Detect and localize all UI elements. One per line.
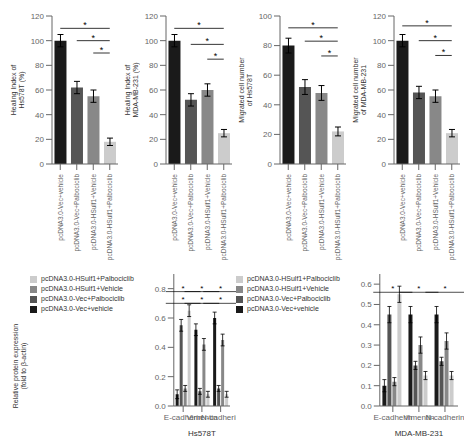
svg-text:20: 20: [149, 135, 158, 144]
svg-text:Relative protein expression(fo: Relative protein expression(fold to β-ac…: [12, 324, 28, 409]
svg-text:N-cadherin: N-cadherin: [425, 413, 464, 422]
svg-text:*: *: [91, 33, 95, 43]
svg-text:100: 100: [373, 37, 387, 46]
svg-text:pcDNA3.0-Vec+Palbociclib: pcDNA3.0-Vec+Palbociclib: [187, 174, 195, 252]
svg-text:*: *: [219, 284, 222, 293]
svg-text:pcDNA3.0-Vec+Palbociclib: pcDNA3.0-Vec+Palbociclib: [73, 174, 81, 252]
svg-text:40: 40: [35, 111, 44, 120]
svg-text:60: 60: [263, 71, 272, 80]
svg-text:E-cadherin: E-cadherin: [163, 412, 203, 422]
svg-text:20: 20: [263, 130, 272, 139]
svg-text:*: *: [219, 295, 222, 304]
svg-text:pcDNA3.0-Vec+vehicle: pcDNA3.0-Vec+vehicle: [57, 174, 65, 241]
svg-text:*: *: [433, 33, 437, 43]
html-text:pcDNA3.0-HSulf1+Palbociclib: pcDNA3.0-HSulf1+Palbociclib: [247, 275, 340, 282]
svg-text:Migrated cell numberof Hs578T: Migrated cell numberof Hs578T: [238, 57, 253, 123]
svg-text:*: *: [442, 47, 446, 57]
svg-text:120: 120: [145, 12, 159, 21]
svg-text:0: 0: [382, 160, 387, 169]
svg-text:0.3: 0.3: [361, 341, 373, 350]
svg-text:0.6: 0.6: [155, 314, 167, 323]
svg-text:0: 0: [268, 160, 273, 169]
svg-text:pcDNA3.0-HSulf1+Vehicle: pcDNA3.0-HSulf1+Vehicle: [318, 174, 326, 250]
svg-text:pcDNA3.0-HSulf1+Palbociclib: pcDNA3.0-HSulf1+Palbociclib: [220, 174, 228, 261]
html-text:pcDNA3.0-Vec+Palbociclib: pcDNA3.0-Vec+Palbociclib: [41, 295, 125, 302]
svg-text:*: *: [83, 20, 87, 30]
svg-text:80: 80: [377, 61, 386, 70]
svg-text:0.2: 0.2: [155, 373, 167, 382]
svg-text:60: 60: [35, 86, 44, 95]
svg-text:pcDNA3.0-HSulf1+Palbociclib: pcDNA3.0-HSulf1+Palbociclib: [448, 174, 456, 261]
svg-text:Healing Index ofMDA-MB-231 (%): Healing Index ofMDA-MB-231 (%): [124, 62, 140, 117]
svg-text:0.4: 0.4: [155, 343, 167, 352]
svg-text:E-cadherin: E-cadherin: [373, 412, 413, 422]
svg-text:80: 80: [149, 61, 158, 70]
svg-text:Healing Index ofHs578T (%): Healing Index ofHs578T (%): [10, 65, 26, 116]
svg-text:pcDNA3.0-HSulf1+Palbociclib: pcDNA3.0-HSulf1+Palbociclib: [106, 174, 114, 261]
svg-text:*: *: [205, 36, 209, 46]
svg-text:100: 100: [259, 12, 273, 21]
svg-text:Migrated cell numberof MDA-MB-: Migrated cell numberof MDA-MB-231: [352, 57, 367, 123]
svg-text:pcDNA3.0-HSulf1+Vehicle: pcDNA3.0-HSulf1+Vehicle: [432, 174, 440, 250]
html-text:pcDNA3.0-Vec+vehicle: pcDNA3.0-Vec+vehicle: [247, 305, 319, 312]
svg-text:80: 80: [263, 41, 272, 50]
svg-text:pcDNA3.0-Vec+vehicle: pcDNA3.0-Vec+vehicle: [285, 174, 293, 241]
svg-text:*: *: [200, 284, 203, 293]
svg-text:80: 80: [35, 61, 44, 70]
svg-text:0.6: 0.6: [361, 280, 373, 289]
svg-text:pcDNA3.0-Vec+Palbociclib: pcDNA3.0-Vec+Palbociclib: [415, 174, 423, 252]
svg-text:*: *: [417, 284, 420, 293]
svg-text:60: 60: [149, 86, 158, 95]
svg-text:20: 20: [377, 135, 386, 144]
svg-text:*: *: [182, 284, 185, 293]
svg-text:pcDNA3.0-Vec+Palbociclib: pcDNA3.0-Vec+Palbociclib: [301, 174, 309, 252]
svg-text:*: *: [214, 51, 218, 61]
html-text:pcDNA3.0-HSulf1+Vehicle: pcDNA3.0-HSulf1+Vehicle: [247, 285, 329, 292]
html-text:pcDNA3.0-Vec+vehicle: pcDNA3.0-Vec+vehicle: [41, 305, 113, 312]
svg-text:0.8: 0.8: [155, 285, 167, 294]
svg-text:*: *: [443, 284, 446, 293]
svg-text:pcDNA3.0-Vec+vehicle: pcDNA3.0-Vec+vehicle: [399, 174, 407, 241]
svg-text:*: *: [182, 295, 185, 304]
svg-text:*: *: [425, 18, 429, 28]
svg-text:*: *: [100, 45, 104, 55]
svg-text:0: 0: [40, 160, 45, 169]
svg-text:0.1: 0.1: [361, 382, 373, 391]
svg-text:Vimentin: Vimentin: [403, 412, 435, 422]
svg-text:40: 40: [377, 111, 386, 120]
svg-text:N-cadherin: N-cadherin: [201, 413, 236, 422]
svg-text:*: *: [197, 20, 201, 30]
html-text:pcDNA3.0-HSulf1+Palbociclib: pcDNA3.0-HSulf1+Palbociclib: [41, 275, 134, 282]
svg-text:100: 100: [145, 37, 159, 46]
svg-text:0.2: 0.2: [361, 361, 373, 370]
svg-text:40: 40: [149, 111, 158, 120]
svg-text:40: 40: [263, 101, 272, 110]
svg-text:0: 0: [154, 160, 159, 169]
html-text:pcDNA3.0-Vec+Palbociclib: pcDNA3.0-Vec+Palbociclib: [247, 295, 331, 302]
svg-text:pcDNA3.0-HSulf1+Vehicle: pcDNA3.0-HSulf1+Vehicle: [90, 174, 98, 250]
svg-text:*: *: [328, 48, 332, 58]
svg-text:pcDNA3.0-HSulf1+Vehicle: pcDNA3.0-HSulf1+Vehicle: [204, 174, 212, 250]
svg-text:0.0: 0.0: [155, 402, 167, 411]
svg-text:*: *: [311, 20, 315, 30]
svg-text:120: 120: [31, 12, 45, 21]
svg-text:0.4: 0.4: [361, 321, 373, 330]
html-text:pcDNA3.0-HSulf1+Vehicle: pcDNA3.0-HSulf1+Vehicle: [41, 285, 123, 292]
svg-text:120: 120: [373, 12, 387, 21]
svg-text:MDA-MB-231: MDA-MB-231: [395, 429, 444, 436]
svg-text:100: 100: [31, 37, 45, 46]
svg-text:pcDNA3.0-Vec+vehicle: pcDNA3.0-Vec+vehicle: [171, 174, 179, 241]
svg-text:*: *: [391, 284, 394, 293]
svg-text:0.0: 0.0: [361, 402, 373, 411]
svg-text:Hs578T: Hs578T: [188, 429, 216, 436]
svg-text:*: *: [200, 295, 203, 304]
svg-text:*: *: [319, 33, 323, 43]
svg-text:0.5: 0.5: [361, 300, 373, 309]
svg-text:20: 20: [35, 135, 44, 144]
svg-text:pcDNA3.0-HSulf1+Palbociclib: pcDNA3.0-HSulf1+Palbociclib: [334, 174, 342, 261]
svg-text:60: 60: [377, 86, 386, 95]
